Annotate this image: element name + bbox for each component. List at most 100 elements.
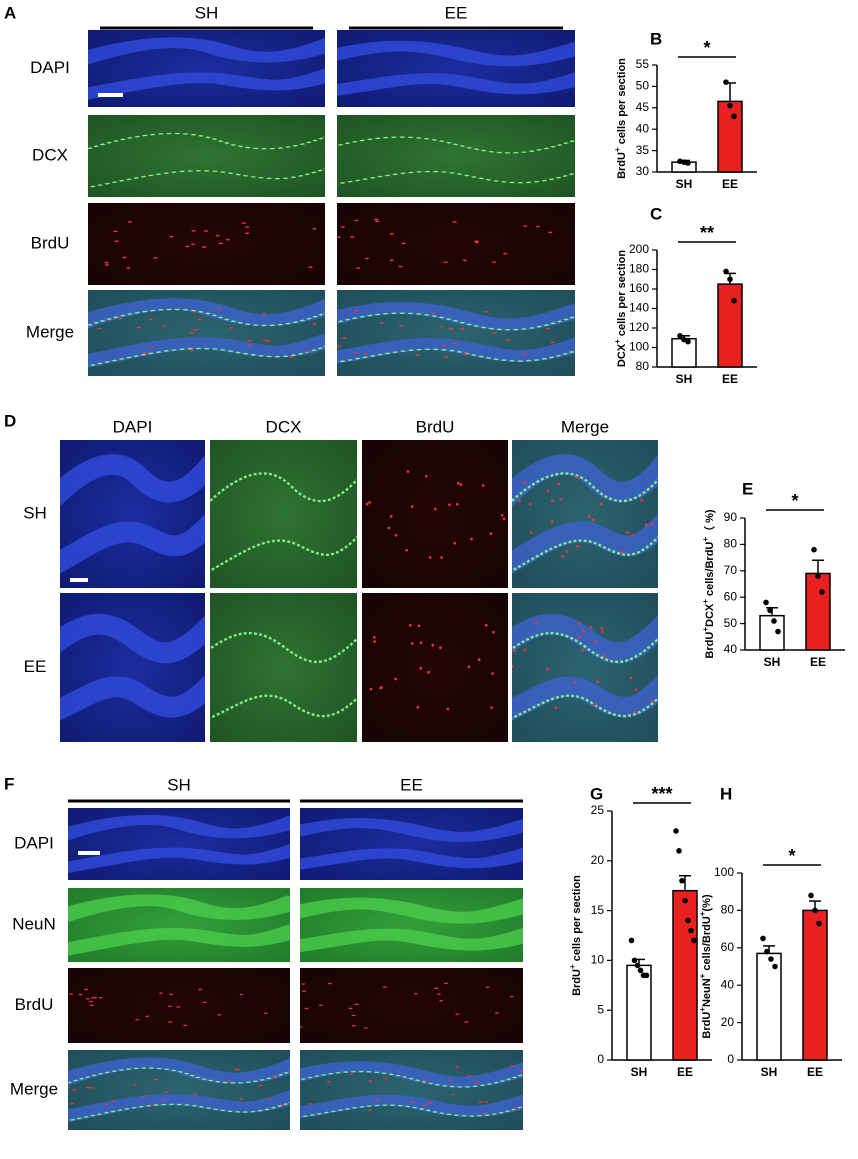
brdu-cell [368,1080,373,1082]
brdu-cell [353,351,358,354]
data-point [637,967,644,974]
dcx-cells [300,1104,523,1118]
brdu-cell [474,241,479,244]
data-point [679,877,685,884]
data-point [767,607,773,614]
micrograph [88,290,325,376]
micrograph [88,30,325,107]
micrograph [337,115,575,197]
y-axis-label-part: DCX [704,603,716,627]
brdu-cell [363,352,368,355]
brdu-cell [226,1080,231,1083]
brdu-cell [193,1093,198,1096]
granule-layer [337,337,575,364]
brdu-cell [502,517,506,521]
brdu-cell [86,1086,91,1089]
column-label: DAPI [113,417,153,436]
y-axis-label-part: NeuN [701,978,713,1007]
micrograph-bg [512,593,658,742]
column-label: EE [445,3,468,22]
row-label: Merge [26,322,74,341]
brdu-cell [373,640,376,643]
bar [802,909,828,1061]
brdu-cell [492,630,495,634]
x-tick-label: EE [722,177,738,191]
data-point [723,79,729,85]
brdu-cell [581,649,584,652]
micrograph-bg [68,968,290,1043]
micrograph-bg [210,440,357,588]
x-tick-label: EE [677,1065,693,1079]
y-tick-label: 55 [636,57,650,71]
y-axis-label-part: + [698,973,707,978]
brdu-cell [185,245,190,248]
x-tick-label: SH [764,655,781,669]
brdu-cell [225,238,230,241]
bar [717,283,743,368]
granule-layer [512,454,658,507]
brdu-cell [382,986,387,988]
brdu-cell [462,259,467,262]
micrograph-bg [362,593,508,742]
data-point [682,897,688,904]
brdu-cell [302,990,307,992]
brdu-cell [369,687,373,691]
row-label: Merge [10,1079,58,1098]
brdu-cell [633,710,637,714]
y-tick-label: 5 [597,1002,604,1016]
micrograph-bg [88,203,325,285]
panel-letter: F [4,774,14,793]
brdu-cell [600,627,604,630]
brdu-cell [593,703,597,706]
dcx-cells [512,694,658,720]
granule-layer [512,613,658,664]
brdu-cell [126,267,131,269]
dcx-cells [337,312,575,331]
brdu-cell [263,1012,268,1014]
y-axis-label-part: cells/BrdU [701,916,713,974]
brdu-cell [387,526,391,530]
micrograph [60,593,205,742]
micrograph [337,290,575,376]
brdu-cell [162,324,167,327]
brdu-cell [135,1019,140,1021]
brdu-cell [601,630,604,634]
brdu-cell [189,332,195,334]
brdu-cell [443,982,448,985]
brdu-cell [89,1004,94,1007]
data-point [731,113,737,120]
y-tick-label: 180 [629,262,649,276]
brdu-cell [415,354,420,356]
data-point [816,920,822,927]
y-axis-label-part: cells per section [616,58,628,148]
brdu-cell [261,313,267,315]
significance: * [703,38,710,58]
brdu-cell [340,226,345,228]
brdu-cell [379,322,384,324]
brdu-cell [241,222,246,224]
micrograph [88,203,325,285]
brdu-cell [513,649,517,652]
brdu-cell [380,686,383,689]
micrograph [300,888,523,962]
brdu-cell [398,265,403,268]
brdu-cell [410,505,414,508]
y-tick-label: 30 [636,164,650,178]
brdu-cell [529,531,533,534]
micrograph [68,1050,290,1130]
micrograph [512,440,658,588]
brdu-cell [503,252,508,255]
brdu-cell [451,1093,456,1096]
micrograph [68,888,290,962]
granule-layer [68,1090,290,1123]
micrograph [68,808,290,880]
brdu-cell [164,1091,169,1094]
panel-letter: B [650,29,662,48]
brdu-cell [228,327,234,329]
brdu-cell [351,1014,356,1017]
y-tick-label: 50 [636,79,650,93]
y-axis-label-part: cells per section [571,875,583,965]
y-tick-label: 80 [636,359,650,373]
micrograph-bg [337,115,575,197]
brdu-cell [620,550,624,554]
